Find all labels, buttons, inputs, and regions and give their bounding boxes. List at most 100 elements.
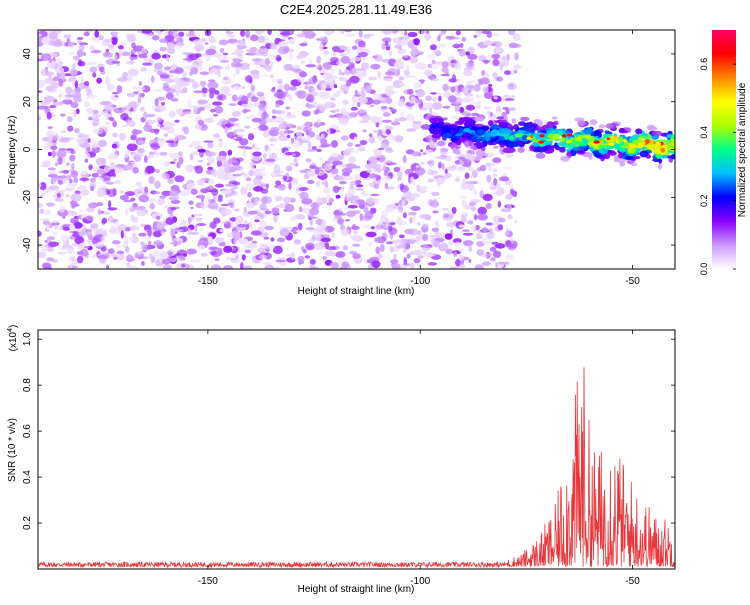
spectrogram-cell [185,164,195,173]
spectrogram-cell [354,149,359,155]
spectrogram-cell [165,140,175,144]
spectrogram-cell [253,196,260,202]
spectrogram-cell [288,52,294,62]
spectrogram-cell [214,258,220,261]
spectrogram-cell [473,214,478,221]
spectrogram-cell [197,99,205,105]
spectrogram-cell [436,118,445,122]
spectrogram-cell [557,141,567,147]
spectrogram-cell [207,81,219,90]
spectrogram-cell [98,34,104,41]
spectrogram-cell [537,121,544,126]
spectrogram-cell [477,213,488,221]
spectrogram-cell [71,259,79,265]
spectrogram-cell [395,217,403,225]
spectrogram-cell [241,103,250,109]
spectrogram-cell [48,171,60,174]
spectrogram-cell [340,107,347,115]
spectrogram-cell [219,118,228,126]
spectrogram-cell [326,202,333,206]
spectrogram-cell [205,186,211,192]
spectrogram-cell [381,30,393,36]
spectrogram-cell [264,244,275,250]
spectrogram-cell [309,58,313,65]
spectrogram-cell [272,115,277,119]
spectrogram-cell [428,103,435,106]
spectrogram-cell [413,82,420,89]
spectrogram-cell [164,66,171,71]
spectrogram-cell [38,230,42,237]
spectrogram-cell [313,109,320,115]
colorbar-tick-label: 0.0 [699,263,709,276]
spectrogram-cell [400,265,407,269]
spectrogram-cell [233,238,239,246]
spectrogram-cell [302,135,311,142]
spectrogram-cell [486,174,492,183]
spectrogram-cell [159,46,167,52]
spectrogram-cell [296,55,304,60]
spectrogram-cell [72,233,80,238]
spectrogram-cell [107,248,115,255]
spectrogram-cell [309,259,316,265]
spectrogram-cell [330,97,336,101]
spectrogram-cell [344,30,353,33]
spectrogram-cell [228,103,237,106]
spectrogram-cell [475,30,482,37]
spectrogram-cell [39,208,45,214]
spectrogram-cell [546,130,557,134]
spectrogram-cell [165,53,169,62]
spectrogram-cell [117,42,127,46]
spectrogram-cell [74,236,85,245]
spectrogram-cell [317,91,324,98]
spectrogram-cell [429,234,436,238]
spectrogram-cell [452,147,457,154]
spectrogram-cell [451,206,457,214]
spectrogram-cell [110,225,116,230]
spectrogram-cell [193,213,203,217]
spectrogram-cell [467,183,475,191]
spectrogram-cell [181,219,187,225]
spectrogram-cell [490,257,496,262]
spectrogram-cell [385,85,394,90]
spectrogram-cell [116,85,123,94]
spectrogram-cell [58,198,64,203]
spectrogram-cell [246,202,255,209]
spectrogram-cell [651,130,663,136]
spectrogram-cell [363,206,369,213]
spectrogram-cell [141,47,148,54]
spectrogram-cell [647,126,658,131]
y-tick-label: 20 [22,96,33,108]
spectrogram-cell [588,155,593,160]
spectrogram-cell [243,265,253,269]
spectrogram-cell [148,151,154,155]
spectrogram-cell [196,223,207,227]
spectrogram-cell [386,90,396,95]
spectrogram-cell [364,33,375,37]
spectrogram-cell [262,196,273,205]
spectrogram-cell [168,196,179,201]
spectrogram-cell [395,203,400,206]
spectrogram-cell [197,119,205,126]
spectrogram-cell [59,71,66,80]
spectrogram-cell [306,148,316,152]
spectrogram-cell [210,170,219,176]
spectrogram-cell [527,121,534,128]
spectrogram-cell [341,261,350,268]
spectrogram-cell [319,43,324,51]
spectrogram-cell [321,197,327,204]
spectrogram-cell [344,90,347,95]
spectrogram-cell [58,170,67,173]
spectrogram-cell [47,126,53,129]
spectrogram-cell [38,79,46,88]
spectrogram-cell [294,190,298,195]
spectrogram-cell [190,206,194,210]
spectrogram-cell [475,94,482,99]
spectrogram-cell [41,36,50,45]
spectrogram-cell [352,210,361,215]
spectrogram-cell [224,173,229,181]
spectrogram-cell [492,157,502,164]
spectrogram-cell [139,106,145,112]
spectrogram-cell [67,210,77,214]
spectrogram-cell [235,157,244,162]
spectrogram-cell [323,163,333,171]
